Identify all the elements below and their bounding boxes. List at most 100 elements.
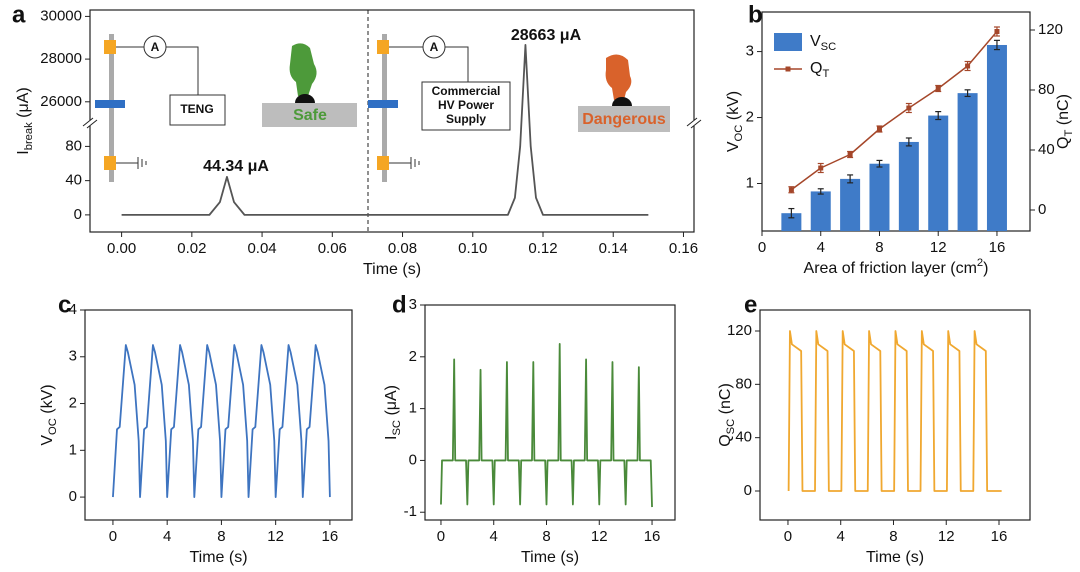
error-bar — [876, 159, 883, 168]
y-tick-label: 0 — [409, 451, 417, 468]
y-tick-label: 0 — [74, 206, 82, 223]
data-line — [112, 344, 331, 498]
label-part: Q — [717, 434, 734, 446]
x-tick-label: 12 — [591, 528, 608, 545]
safe-label: Safe — [293, 107, 327, 124]
panel-label: a — [12, 1, 26, 28]
panel-label: b — [748, 1, 763, 28]
error-bar — [964, 89, 971, 98]
y-axis-label: VOC (kV) — [39, 384, 59, 445]
x-tick-label: 0.14 — [599, 240, 628, 257]
y-tick-label: 120 — [727, 322, 752, 339]
x-tick-label: 4 — [163, 528, 171, 545]
y-tick-label: 0 — [1038, 201, 1046, 218]
axis-break-gap — [86, 120, 94, 126]
error-bar — [876, 125, 883, 133]
x-tick-label: 0.04 — [247, 240, 276, 257]
y-tick-label: -1 — [404, 503, 417, 520]
plot-frame — [84, 309, 353, 521]
y-tick-label: 0 — [744, 482, 752, 499]
error-bar — [788, 207, 795, 219]
y-tick-label: 80 — [735, 375, 752, 392]
panel-label: d — [392, 291, 407, 318]
x-tick-label: 0.02 — [177, 240, 206, 257]
meter-label: A — [430, 40, 439, 54]
bar — [986, 44, 1007, 231]
y-tick-label: 80 — [65, 137, 82, 154]
error-bar — [905, 137, 912, 147]
y-tick-label: 40 — [1038, 141, 1055, 158]
legend-swatch — [774, 33, 802, 51]
x-tick-label: 8 — [889, 528, 897, 545]
annotation: 28663 μA — [511, 27, 582, 44]
data-line — [787, 330, 1002, 492]
x-axis-label: Time (s) — [189, 549, 247, 566]
label-part: SC — [821, 41, 837, 53]
y-tick-label: 30000 — [40, 7, 82, 24]
axis-break-gap — [690, 120, 698, 126]
panel-label: e — [744, 291, 757, 318]
bar — [781, 213, 802, 231]
box-label: Commercial — [432, 84, 501, 98]
x-tick-label: 4 — [490, 528, 498, 545]
label-part: SC — [725, 419, 737, 435]
bar — [957, 93, 978, 231]
label-part: Area of friction layer (cm — [804, 260, 977, 277]
label-part: (nC) — [1055, 94, 1072, 130]
meter-label: A — [151, 40, 160, 54]
axis-break — [686, 117, 698, 127]
error-bar — [847, 174, 854, 184]
bar — [869, 163, 890, 231]
y-tick-label: 1 — [409, 400, 417, 417]
bar — [810, 191, 831, 231]
y-tick-label: 40 — [735, 429, 752, 446]
error-bar — [817, 188, 824, 195]
error-bar — [788, 186, 795, 194]
y2-axis-label: QT (nC) — [1055, 94, 1075, 149]
y-tick-label: 2 — [409, 348, 417, 365]
label-part: SC — [391, 420, 403, 436]
y-axis-label: VOC (kV) — [725, 91, 745, 152]
error-bar — [993, 26, 1000, 37]
label-part: (nC) — [717, 383, 734, 419]
bar — [840, 178, 861, 231]
x-tick-label: 16 — [644, 528, 661, 545]
plot-frame — [761, 11, 1031, 232]
error-bar — [935, 111, 942, 121]
error-bar — [817, 162, 824, 174]
x-tick-label: 0 — [109, 528, 117, 545]
axis-break — [82, 117, 94, 127]
x-axis-label: Time (s) — [363, 261, 421, 278]
x-tick-label: 16 — [989, 239, 1006, 256]
x-tick-label: 8 — [217, 528, 225, 545]
danger-label: Dangerous — [582, 111, 666, 128]
y-axis-label: QSC (nC) — [717, 383, 737, 447]
label-part: I — [383, 436, 400, 440]
x-tick-label: 0.00 — [107, 240, 136, 257]
axis-break — [690, 119, 702, 129]
label-part: (μA) — [383, 385, 400, 420]
error-bar — [847, 150, 854, 159]
y-tick-label: 3 — [746, 43, 754, 60]
x-tick-label: 16 — [322, 528, 339, 545]
data-line — [440, 342, 653, 508]
x-tick-label: 0.16 — [669, 240, 698, 257]
bar — [898, 141, 919, 231]
error-bar — [905, 102, 912, 114]
x-tick-label: 4 — [817, 239, 825, 256]
label-part: OC — [47, 418, 59, 435]
data-line — [121, 44, 649, 216]
y-tick-label: 4 — [69, 301, 77, 318]
label-part: (μA) — [15, 87, 32, 122]
label-part: (kV) — [39, 384, 56, 418]
label-part: V — [39, 435, 56, 446]
legend-label: VSC — [810, 33, 836, 53]
bar — [928, 115, 949, 231]
label-part: ) — [983, 260, 988, 277]
x-tick-label: 0 — [437, 528, 445, 545]
label-part: 2 — [977, 257, 983, 269]
label-part: I — [15, 150, 32, 154]
y-tick-label: 3 — [409, 296, 417, 313]
x-tick-label: 0.06 — [318, 240, 347, 257]
